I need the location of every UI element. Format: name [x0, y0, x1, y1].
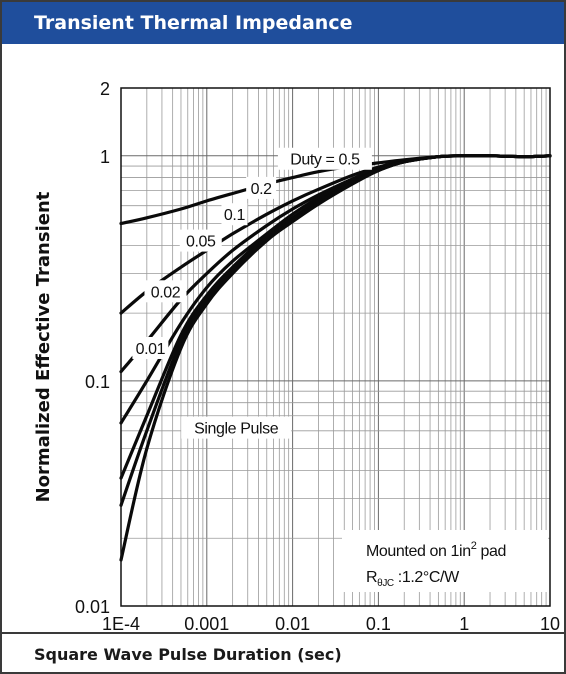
curve-label: 0.01 — [136, 341, 166, 358]
x-tick-label: 1 — [459, 614, 469, 634]
curve-label: Single Pulse — [194, 421, 279, 438]
plot-border — [120, 87, 551, 607]
curve-label-background — [144, 280, 187, 303]
curve-label-background — [277, 147, 372, 170]
x-tick-label: 0.001 — [184, 614, 229, 634]
x-tick-labels: 1E-4 0.001 0.01 0.1 1 10 — [102, 614, 560, 634]
y-axis-label: Normalized Effective Transient — [33, 191, 54, 502]
mounting-annotation: Mounted on 1in2 pad RθJC :1.2°C/W — [342, 530, 548, 592]
curve-label-background — [181, 416, 292, 439]
annotation-resistance: :1.2°C/W — [394, 569, 460, 586]
annotation-pad: pad — [476, 543, 506, 560]
annotation-subscript: θJC — [377, 578, 394, 589]
curve-label-background — [179, 229, 222, 252]
x-tick-label: 0.01 — [275, 614, 310, 634]
curve-label: 0.1 — [224, 207, 246, 224]
y-tick-label: 0.01 — [75, 597, 110, 617]
curve-single-pulse — [119, 154, 552, 562]
y-tick-label: 2 — [100, 79, 110, 99]
y-tick-labels: 0.01 0.1 1 2 — [75, 79, 110, 617]
annotation-superscript: 2 — [471, 540, 477, 552]
curve-label: 0.02 — [151, 284, 181, 301]
annotation-background — [342, 530, 548, 592]
x-axis-label: Square Wave Pulse Duration (sec) — [34, 645, 342, 664]
x-tick-label: 0.1 — [366, 614, 391, 634]
curve-label-background — [132, 336, 169, 359]
chart-header: Transient Thermal Impedance — [2, 2, 564, 44]
footer-divider — [2, 632, 564, 634]
y-tick-label: 0.1 — [85, 372, 110, 392]
annotation-mounted: Mounted on 1in — [366, 543, 471, 560]
annotation-line-2: RθJC :1.2°C/W — [366, 569, 460, 589]
x-tick-label: 10 — [540, 614, 560, 634]
y-tick-label: 1 — [100, 147, 110, 167]
curve-labels: Duty = 0.5 0.2 0.1 0.05 0.02 0.01 Single Pulse — [132, 147, 372, 439]
curve-label: Duty = 0.5 — [290, 152, 360, 169]
curve-label-background — [221, 203, 248, 226]
curve-label-background — [246, 176, 277, 199]
annotation-line-1: Mounted on 1in2 pad — [366, 540, 506, 560]
x-tick-label: 1E-4 — [102, 614, 140, 634]
curve-group — [119, 154, 552, 562]
curve-label: 0.2 — [251, 181, 273, 198]
annotation-r: R — [366, 569, 377, 586]
curve-label: 0.05 — [186, 234, 216, 251]
